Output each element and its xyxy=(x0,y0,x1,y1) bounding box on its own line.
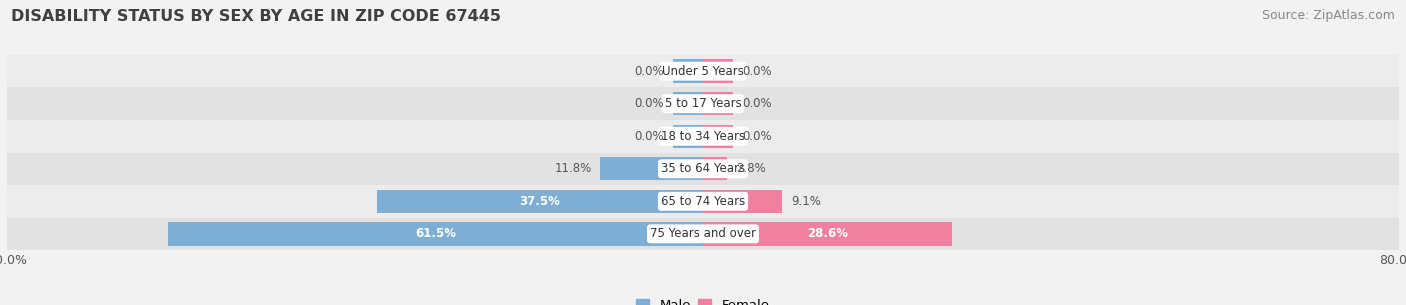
Bar xyxy=(672,59,703,83)
Text: 0.0%: 0.0% xyxy=(634,130,664,143)
Text: 9.1%: 9.1% xyxy=(790,195,821,208)
Bar xyxy=(7,120,1399,152)
Bar xyxy=(703,59,734,83)
Bar xyxy=(600,157,703,181)
Text: 65 to 74 Years: 65 to 74 Years xyxy=(661,195,745,208)
Text: 35 to 64 Years: 35 to 64 Years xyxy=(661,162,745,175)
Text: Source: ZipAtlas.com: Source: ZipAtlas.com xyxy=(1261,9,1395,22)
Text: 0.0%: 0.0% xyxy=(742,130,772,143)
Text: 0.0%: 0.0% xyxy=(742,65,772,78)
Text: Under 5 Years: Under 5 Years xyxy=(662,65,744,78)
Bar xyxy=(167,222,703,246)
Text: 0.0%: 0.0% xyxy=(634,97,664,110)
Text: 75 Years and over: 75 Years and over xyxy=(650,227,756,240)
Text: 2.8%: 2.8% xyxy=(737,162,766,175)
Bar xyxy=(7,88,1399,120)
Bar xyxy=(703,222,952,246)
Bar xyxy=(703,124,734,148)
Bar xyxy=(703,92,734,115)
Text: 11.8%: 11.8% xyxy=(554,162,592,175)
Bar xyxy=(7,55,1399,88)
Text: 28.6%: 28.6% xyxy=(807,227,848,240)
Bar xyxy=(7,185,1399,217)
Text: 0.0%: 0.0% xyxy=(742,97,772,110)
Text: 37.5%: 37.5% xyxy=(519,195,561,208)
Bar xyxy=(672,124,703,148)
Text: 18 to 34 Years: 18 to 34 Years xyxy=(661,130,745,143)
Legend: Male, Female: Male, Female xyxy=(631,294,775,305)
Bar xyxy=(7,152,1399,185)
Text: 61.5%: 61.5% xyxy=(415,227,456,240)
Bar xyxy=(703,190,782,213)
Text: DISABILITY STATUS BY SEX BY AGE IN ZIP CODE 67445: DISABILITY STATUS BY SEX BY AGE IN ZIP C… xyxy=(11,9,502,24)
Bar xyxy=(703,157,727,181)
Text: 0.0%: 0.0% xyxy=(634,65,664,78)
Text: 5 to 17 Years: 5 to 17 Years xyxy=(665,97,741,110)
Bar xyxy=(377,190,703,213)
Bar xyxy=(7,217,1399,250)
Bar xyxy=(672,92,703,115)
